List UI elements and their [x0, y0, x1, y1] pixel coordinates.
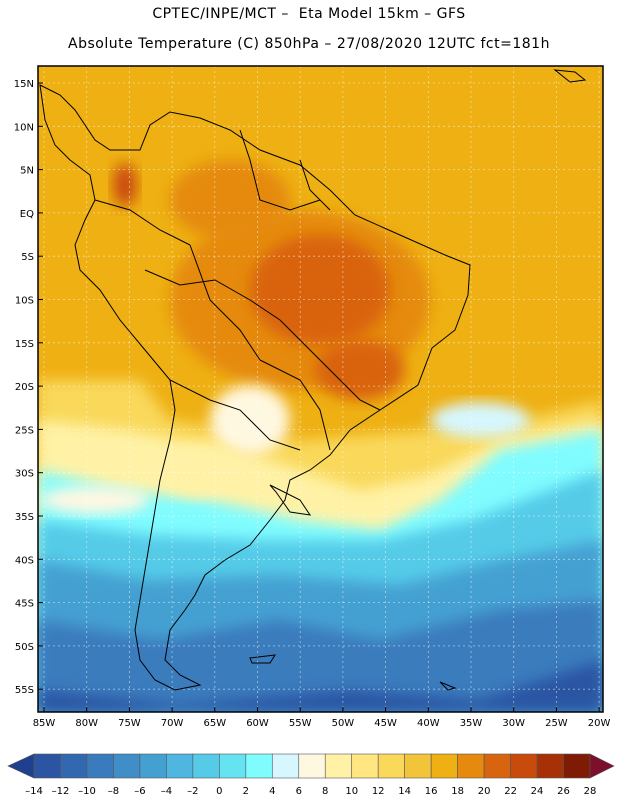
lat-label: 5S [21, 252, 34, 263]
lat-label: 10S [15, 296, 34, 307]
colorbar-swatch [377, 753, 405, 779]
colorbar-swatch [192, 753, 220, 779]
map-subtitle: Absolute Temperature (C) 850hPa – 27/08/… [68, 36, 550, 52]
lat-label: 20S [15, 382, 34, 393]
temperature-field [38, 66, 603, 712]
colorbar-swatch [563, 753, 591, 779]
coastline [39, 69, 587, 691]
lon-label: 75W [118, 718, 141, 729]
lat-label: 15N [14, 79, 34, 90]
colorbar-label: 4 [269, 786, 275, 797]
lon-label: 85W [33, 718, 56, 729]
lat-label: 15S [15, 339, 34, 350]
colorbar-label: 2 [243, 786, 249, 797]
colorbar-label: –4 [161, 786, 172, 797]
colorbar-swatch [33, 753, 61, 779]
colorbar-label: 24 [531, 786, 544, 797]
colorbar-label: 12 [372, 786, 385, 797]
colorbar-label: 14 [398, 786, 411, 797]
map-frame [37, 65, 604, 713]
colorbar-max-arrow [589, 753, 615, 779]
colorbar-label: –2 [187, 786, 198, 797]
colorbar-label: 6 [296, 786, 302, 797]
colorbar-swatch [245, 753, 273, 779]
lat-label: EQ [20, 209, 34, 220]
colorbar-label: 28 [584, 786, 597, 797]
lat-label: 30S [15, 469, 34, 480]
lon-label: 45W [374, 718, 397, 729]
colorbar-labels: –14 –12 –10 –8 –6 –4 –2 0 2 4 6 8 10 12 14 16 18 20 22 24 26… [25, 786, 596, 797]
colorbar-swatch [139, 753, 167, 779]
colorbar-label: 22 [504, 786, 517, 797]
colorbar-swatch [510, 753, 538, 779]
colorbar-swatch [404, 753, 432, 779]
colorbar-swatch [351, 753, 379, 779]
colorbar-swatch [166, 753, 194, 779]
colorbar-label: 10 [345, 786, 358, 797]
lon-label: 50W [332, 718, 355, 729]
colorbar-label: –10 [78, 786, 96, 797]
lat-label: 25S [15, 425, 34, 436]
colorbar-label: 26 [557, 786, 570, 797]
lon-label: 40W [417, 718, 440, 729]
lat-label: 55S [15, 685, 34, 696]
colorbar-label: 0 [216, 786, 222, 797]
lon-label: 65W [203, 718, 226, 729]
lat-label: 5N [20, 166, 34, 177]
colorbar-swatch [457, 753, 485, 779]
colorbar-label: –6 [134, 786, 145, 797]
colorbar-swatch [60, 753, 88, 779]
colorbar-min-arrow [7, 753, 35, 779]
lon-label: 60W [246, 718, 269, 729]
colorbar-swatch [536, 753, 564, 779]
lat-label: 45S [15, 599, 34, 610]
colorbar-label: –14 [25, 786, 43, 797]
colorbar-swatch [324, 753, 353, 779]
colorbar-label: 18 [451, 786, 464, 797]
colorbar-swatch [113, 753, 141, 779]
colorbar-swatch [483, 753, 511, 779]
colorbar-swatch [271, 753, 300, 779]
map-title: CPTEC/INPE/MCT – Eta Model 15km – GFS [152, 6, 466, 22]
colorbar-swatch [86, 753, 114, 779]
lon-label: 25W [545, 718, 568, 729]
lon-label: 20W [588, 718, 611, 729]
lon-label: 35W [460, 718, 483, 729]
lat-label: 40S [15, 555, 34, 566]
colorbar-label: –12 [52, 786, 70, 797]
colorbar-label: 8 [322, 786, 328, 797]
colorbar-label: 16 [425, 786, 438, 797]
colorbar-swatch [298, 753, 326, 779]
lat-label: 50S [15, 642, 34, 653]
colorbar-label: 20 [478, 786, 491, 797]
lat-label: 35S [15, 512, 34, 523]
lon-label: 30W [502, 718, 525, 729]
latitude-axis: 15N 10N 5N EQ 5S 10S 15S 20S 25S 30S 35S 40S 45S 50S 5… [14, 79, 43, 696]
colorbar-label: –8 [108, 786, 119, 797]
colorbar-swatch [219, 753, 247, 779]
longitude-axis: 85W 80W 75W 70W 65W 60W 55W 50W 45W 40W 35W 30W 25W 2… [33, 707, 611, 729]
colorbar [7, 753, 615, 779]
graticule [38, 66, 603, 712]
lon-label: 80W [75, 718, 98, 729]
lon-label: 70W [161, 718, 184, 729]
lat-label: 10N [14, 122, 34, 133]
colorbar-swatch [430, 753, 458, 779]
lon-label: 55W [289, 718, 312, 729]
